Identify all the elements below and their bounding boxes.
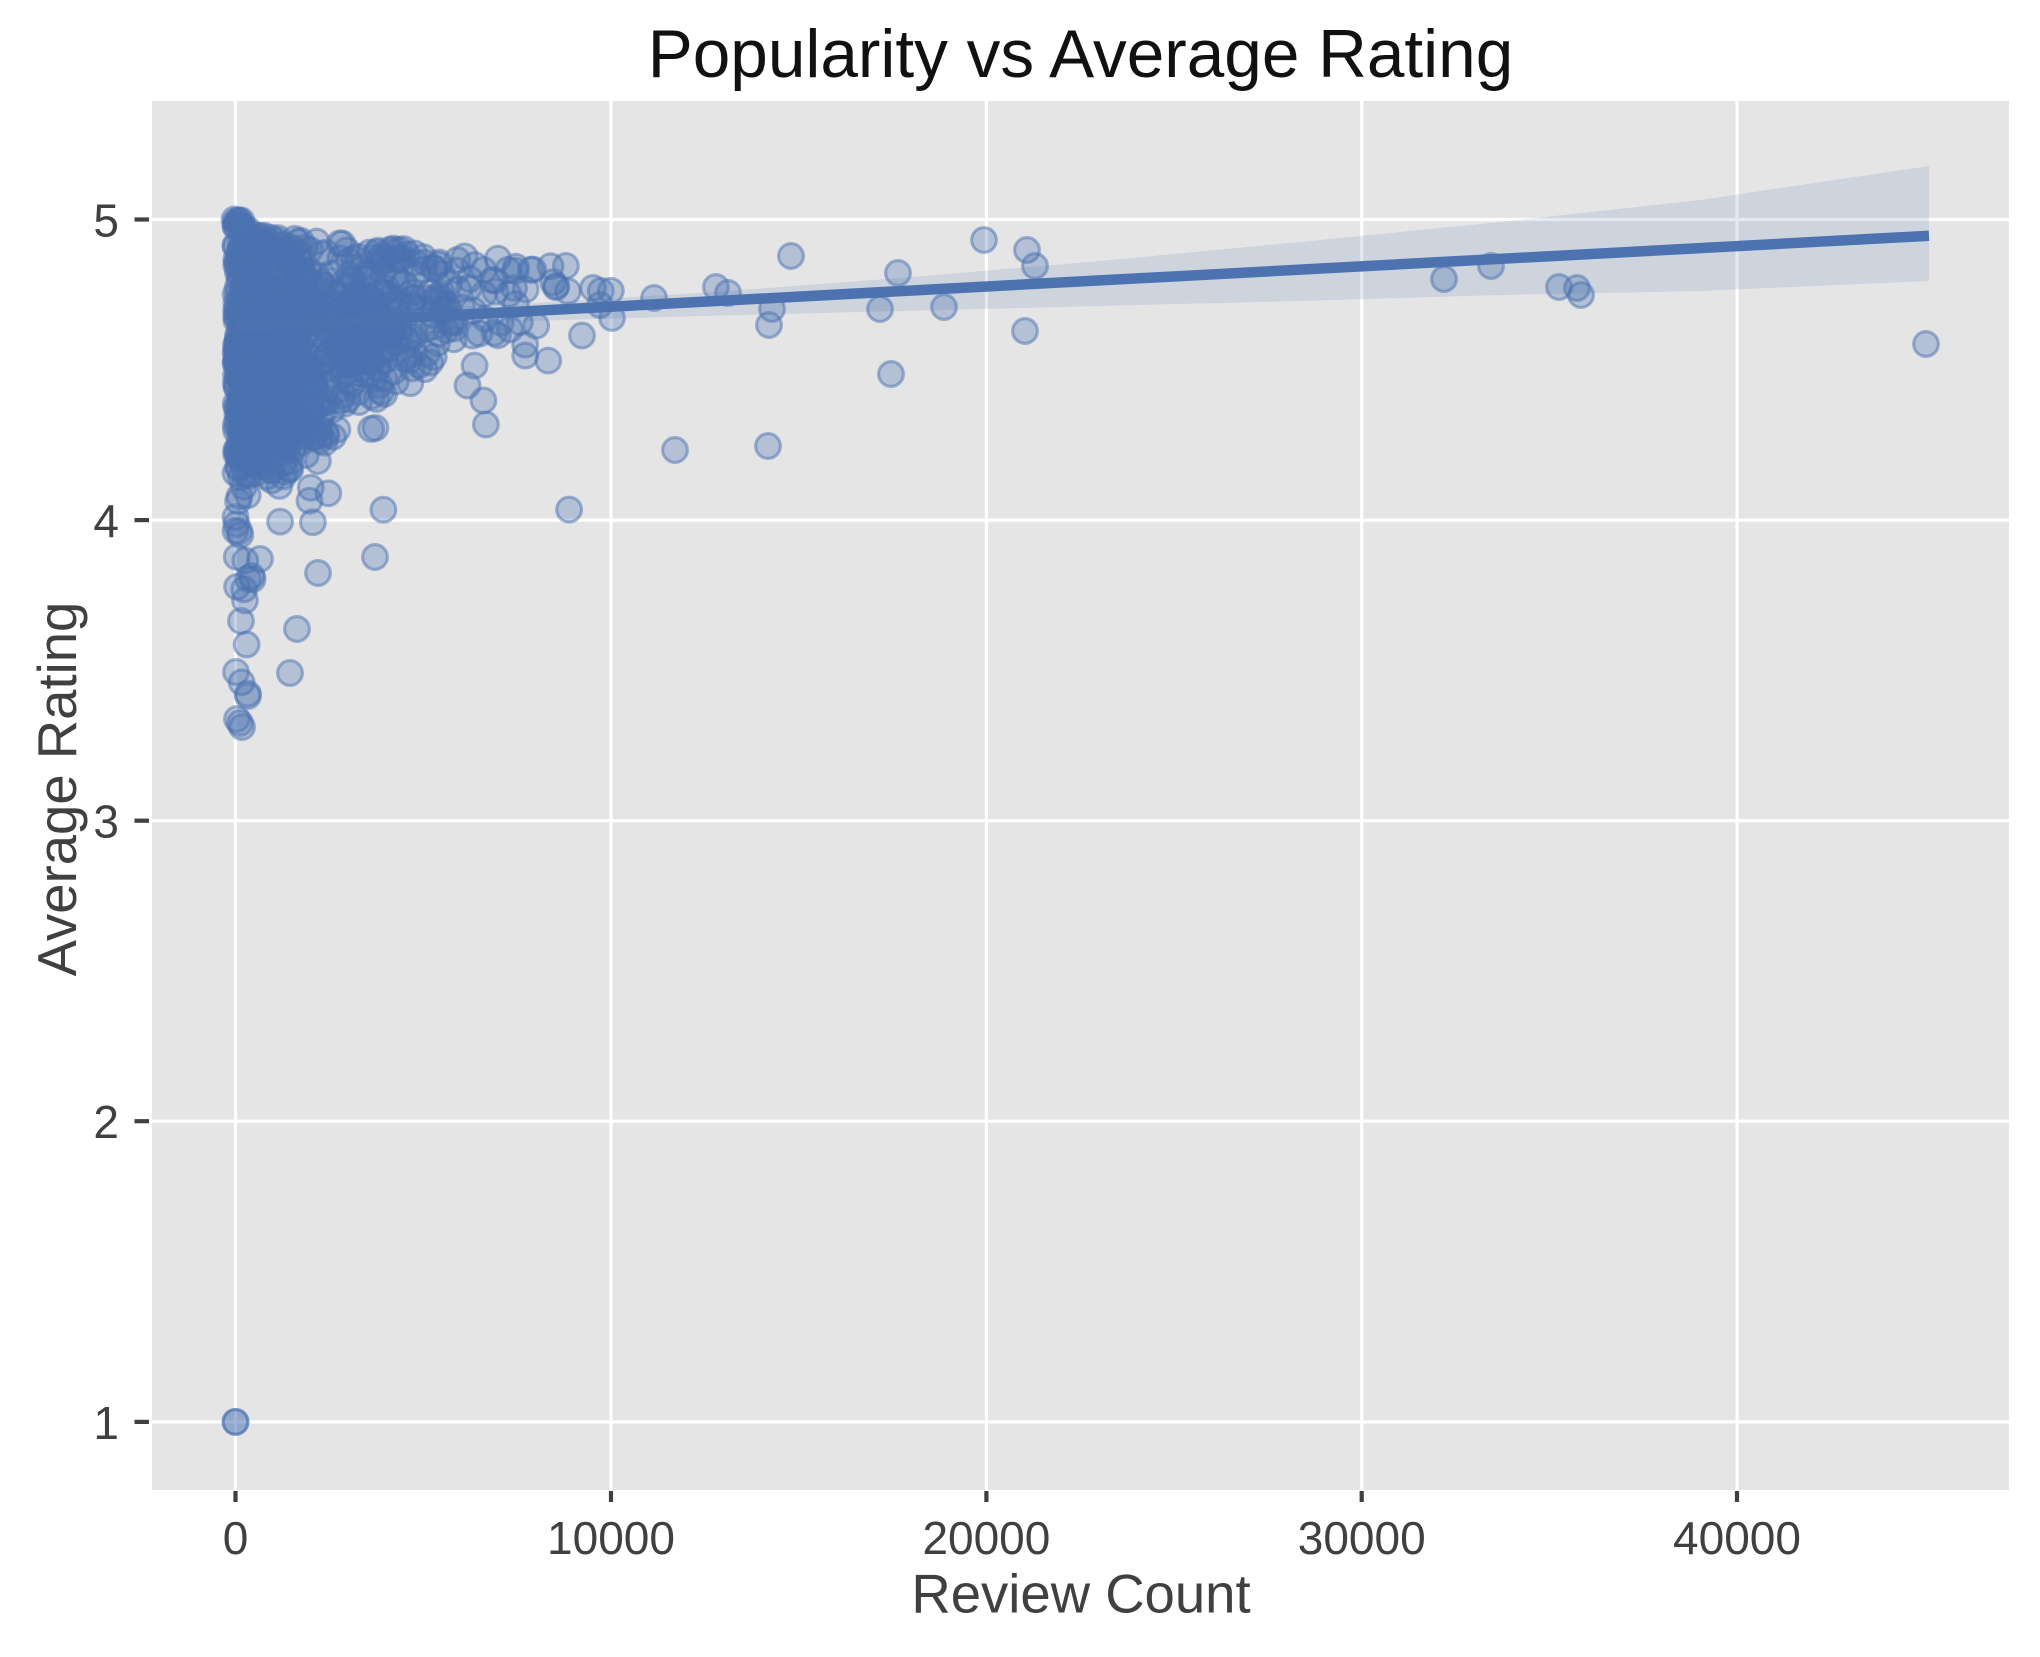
svg-text:Popularity vs Average Rating: Popularity vs Average Rating xyxy=(648,17,1514,92)
svg-text:20000: 20000 xyxy=(922,1512,1050,1564)
svg-text:40000: 40000 xyxy=(1673,1512,1801,1564)
svg-text:1: 1 xyxy=(93,1397,119,1449)
svg-text:Average Rating: Average Rating xyxy=(27,602,88,977)
svg-text:4: 4 xyxy=(93,495,119,547)
svg-text:30000: 30000 xyxy=(1298,1512,1426,1564)
svg-text:3: 3 xyxy=(93,796,119,848)
svg-text:2: 2 xyxy=(93,1096,119,1148)
svg-text:0: 0 xyxy=(223,1512,249,1564)
svg-text:Review Count: Review Count xyxy=(911,1564,1250,1625)
svg-text:10000: 10000 xyxy=(547,1512,675,1564)
svg-text:5: 5 xyxy=(93,194,119,246)
